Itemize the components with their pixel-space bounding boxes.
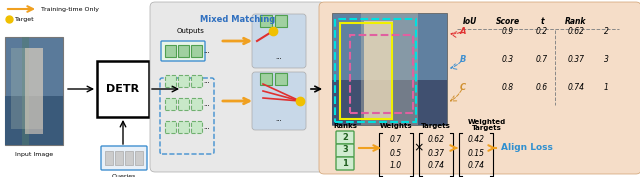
Text: 1: 1 xyxy=(604,82,609,92)
FancyBboxPatch shape xyxy=(260,15,272,27)
Text: 0.6: 0.6 xyxy=(536,82,548,92)
Text: Outputs: Outputs xyxy=(177,28,205,34)
Text: Targets: Targets xyxy=(472,125,502,131)
Text: ...: ... xyxy=(276,116,282,122)
Text: 0.74: 0.74 xyxy=(568,82,584,92)
Text: 0.8: 0.8 xyxy=(502,82,514,92)
FancyBboxPatch shape xyxy=(178,98,189,110)
Text: 0.3: 0.3 xyxy=(502,55,514,64)
Text: $\times$: $\times$ xyxy=(413,141,424,155)
FancyBboxPatch shape xyxy=(5,96,63,145)
Text: ...: ... xyxy=(203,48,210,54)
Text: Mixed Matching: Mixed Matching xyxy=(200,15,275,24)
Text: 0.37: 0.37 xyxy=(428,149,445,158)
FancyBboxPatch shape xyxy=(336,144,354,157)
Text: 0.62: 0.62 xyxy=(428,136,445,144)
FancyBboxPatch shape xyxy=(364,21,393,119)
Text: 0.62: 0.62 xyxy=(568,27,584,36)
Text: Rank: Rank xyxy=(565,17,587,26)
FancyBboxPatch shape xyxy=(191,75,202,87)
Text: t: t xyxy=(540,17,544,26)
FancyBboxPatch shape xyxy=(135,151,143,165)
Text: B: B xyxy=(460,55,466,64)
FancyBboxPatch shape xyxy=(165,75,176,87)
FancyBboxPatch shape xyxy=(178,121,189,133)
FancyBboxPatch shape xyxy=(165,121,176,133)
Text: Target: Target xyxy=(15,16,35,21)
FancyBboxPatch shape xyxy=(26,48,43,134)
FancyBboxPatch shape xyxy=(115,151,123,165)
FancyBboxPatch shape xyxy=(252,14,306,68)
FancyBboxPatch shape xyxy=(191,121,202,133)
Text: Score: Score xyxy=(496,17,520,26)
FancyBboxPatch shape xyxy=(275,15,287,27)
Text: 0.5: 0.5 xyxy=(390,149,402,158)
Text: 0.7: 0.7 xyxy=(536,55,548,64)
FancyBboxPatch shape xyxy=(191,45,202,57)
Text: Align Loss: Align Loss xyxy=(501,144,553,153)
Text: Input Image: Input Image xyxy=(15,152,53,157)
FancyBboxPatch shape xyxy=(150,2,325,172)
FancyBboxPatch shape xyxy=(5,37,63,145)
Text: 2: 2 xyxy=(342,133,348,141)
Text: ...: ... xyxy=(203,78,210,84)
FancyBboxPatch shape xyxy=(101,146,147,170)
FancyBboxPatch shape xyxy=(191,98,202,110)
Text: IoU: IoU xyxy=(463,17,477,26)
Text: 1.0: 1.0 xyxy=(390,161,402,170)
FancyBboxPatch shape xyxy=(161,41,205,61)
FancyBboxPatch shape xyxy=(22,37,29,145)
FancyBboxPatch shape xyxy=(252,72,306,130)
Text: 0.74: 0.74 xyxy=(467,161,484,170)
FancyBboxPatch shape xyxy=(125,151,133,165)
Text: 0.37: 0.37 xyxy=(568,55,584,64)
FancyBboxPatch shape xyxy=(260,73,272,85)
FancyBboxPatch shape xyxy=(332,13,447,125)
Text: A: A xyxy=(460,27,467,36)
FancyBboxPatch shape xyxy=(105,151,113,165)
Text: 0.2: 0.2 xyxy=(536,27,548,36)
Text: Training-time Only: Training-time Only xyxy=(41,7,99,12)
Text: 0.9: 0.9 xyxy=(502,27,514,36)
Text: ...: ... xyxy=(203,124,210,130)
FancyBboxPatch shape xyxy=(319,2,640,174)
Text: ...: ... xyxy=(203,101,210,107)
Text: Ranks: Ranks xyxy=(333,123,357,129)
Text: DETR: DETR xyxy=(106,84,140,94)
Text: Queries: Queries xyxy=(112,173,136,177)
FancyBboxPatch shape xyxy=(336,131,354,144)
FancyBboxPatch shape xyxy=(165,45,176,57)
Text: 0.42: 0.42 xyxy=(467,136,484,144)
FancyBboxPatch shape xyxy=(97,61,149,117)
Text: ...: ... xyxy=(276,54,282,60)
FancyBboxPatch shape xyxy=(178,75,189,87)
FancyBboxPatch shape xyxy=(336,157,354,170)
Text: 1: 1 xyxy=(342,158,348,167)
FancyBboxPatch shape xyxy=(275,73,287,85)
Text: 0.15: 0.15 xyxy=(467,149,484,158)
FancyBboxPatch shape xyxy=(332,80,447,125)
FancyBboxPatch shape xyxy=(165,98,176,110)
Text: Weighted: Weighted xyxy=(468,119,506,125)
Text: 0.7: 0.7 xyxy=(390,136,402,144)
Text: Targets: Targets xyxy=(421,123,451,129)
Text: C: C xyxy=(460,82,466,92)
FancyBboxPatch shape xyxy=(11,48,43,129)
Text: 2: 2 xyxy=(604,27,609,36)
Text: 3: 3 xyxy=(604,55,609,64)
Text: Weights: Weights xyxy=(380,123,412,129)
FancyBboxPatch shape xyxy=(178,45,189,57)
Text: 0.74: 0.74 xyxy=(428,161,445,170)
Text: 3: 3 xyxy=(342,145,348,155)
FancyBboxPatch shape xyxy=(361,13,419,125)
